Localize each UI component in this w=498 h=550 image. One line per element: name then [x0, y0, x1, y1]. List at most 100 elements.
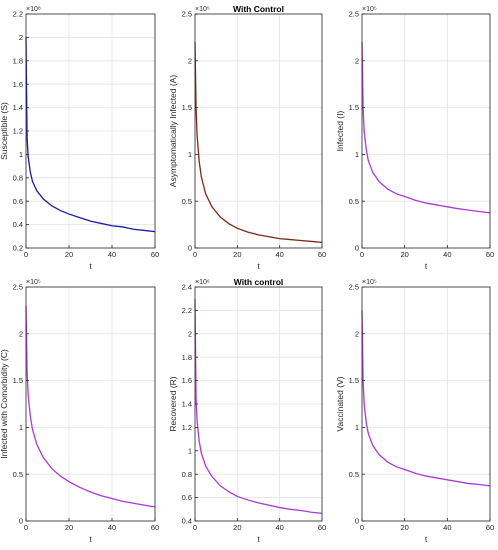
y-tick-label: 1.5: [349, 376, 359, 385]
y-tick-label: 2.5: [182, 10, 192, 19]
y-tick-label: 0.4: [13, 220, 23, 229]
y-tick-label: 2: [19, 33, 23, 42]
x-axis-label: t: [89, 534, 92, 544]
chart-panel-5: 0 20 40 60 0.4 0.6 0.8 1 1.2 1.4 1.6 1.8 2 2.2 2.4 t Rec…: [168, 277, 326, 544]
y-tick-label: 1.2: [13, 127, 23, 136]
plot-area: [195, 14, 322, 248]
x-axis-label: t: [425, 534, 428, 544]
x-tick-label: 20: [400, 523, 408, 532]
y-tick-label: 2.5: [349, 10, 359, 19]
x-tick-label: 0: [24, 250, 28, 259]
y-tick-label: 0.2: [13, 244, 23, 253]
plot-area: [362, 14, 490, 248]
y-tick-label: 1: [355, 150, 359, 159]
chart-title: With control: [234, 277, 284, 287]
x-tick-label: 40: [108, 250, 116, 259]
y-tick-label: 1.5: [349, 103, 359, 112]
y-tick-label: 1.4: [13, 103, 23, 112]
y-tick-label: 1.5: [182, 103, 192, 112]
y-tick-label: 1: [19, 150, 23, 159]
axes-frame: [194, 13, 323, 249]
y-tick-label: 2.2: [182, 306, 192, 315]
series-line: [194, 298, 323, 515]
y-tick-label: 0: [355, 244, 359, 253]
x-tick-label: 20: [400, 250, 408, 259]
series-line: [361, 42, 491, 214]
series-line: [25, 305, 156, 508]
chart-panel-4: 0 20 40 60 0 0.5 1 1.5 2 2.5 t Infected with Comorb…: [0, 279, 159, 544]
axis-multiplier: ×10⁵: [362, 6, 377, 13]
y-axis-label: Infected (I): [335, 111, 345, 152]
plot-area: [362, 287, 490, 521]
y-tick-label: 0.6: [13, 197, 23, 206]
y-tick-label: 1.5: [13, 376, 23, 385]
x-tick-label: 40: [443, 250, 451, 259]
series-line: [361, 310, 491, 487]
y-tick-label: 2.4: [182, 283, 192, 292]
y-tick-label: 1.8: [182, 353, 192, 362]
y-tick-label: 2: [355, 56, 359, 65]
y-tick-label: 1.8: [13, 56, 23, 65]
x-tick-label: 60: [151, 250, 159, 259]
chart-panel-3: 0 20 40 60 0 0.5 1 1.5 2 2.5 t Infected (I) ×10⁵: [335, 6, 494, 271]
y-tick-label: 0.6: [182, 493, 192, 502]
y-tick-label: 1: [19, 423, 23, 432]
x-tick-label: 60: [318, 523, 326, 532]
x-axis-label: t: [425, 261, 428, 271]
x-axis-label: t: [257, 261, 260, 271]
y-tick-label: 0.8: [13, 173, 23, 182]
chart-panel-1: 0 20 40 60 0.2 0.4 0.6 0.8 1 1.2 1.4 1.6 1.8 2 2.2 t Sus…: [0, 6, 159, 271]
x-tick-label: 20: [65, 523, 73, 532]
axes-frame: [361, 286, 491, 522]
x-tick-label: 40: [108, 523, 116, 532]
x-tick-label: 0: [193, 523, 197, 532]
y-tick-label: 0.4: [182, 517, 192, 526]
axis-multiplier: ×10⁶: [195, 279, 210, 286]
x-tick-label: 60: [318, 250, 326, 259]
y-tick-label: 0.5: [13, 470, 23, 479]
y-tick-label: 1: [188, 446, 192, 455]
y-tick-label: 2: [19, 329, 23, 338]
y-axis-label: Susceptible (S): [0, 102, 9, 160]
y-tick-label: 2: [355, 329, 359, 338]
axis-multiplier: ×10⁵: [195, 6, 210, 13]
y-tick-label: 1: [188, 150, 192, 159]
y-tick-label: 0: [188, 244, 192, 253]
x-tick-label: 60: [151, 523, 159, 532]
x-tick-label: 20: [233, 523, 241, 532]
x-tick-label: 0: [193, 250, 197, 259]
axis-multiplier: ×10⁵: [26, 279, 41, 286]
axis-multiplier: ×10⁸: [26, 6, 41, 13]
x-tick-label: 60: [486, 523, 494, 532]
x-tick-label: 0: [360, 250, 364, 259]
y-axis-label: Recovered (R): [168, 376, 178, 431]
y-tick-label: 1.6: [182, 376, 192, 385]
x-tick-label: 0: [360, 523, 364, 532]
y-tick-label: 0.8: [182, 470, 192, 479]
x-axis-label: t: [89, 261, 92, 271]
y-tick-label: 1.6: [13, 80, 23, 89]
y-tick-label: 1: [355, 423, 359, 432]
x-tick-label: 40: [275, 523, 283, 532]
x-tick-label: 20: [65, 250, 73, 259]
y-tick-label: 2: [188, 56, 192, 65]
plot-area: [26, 287, 155, 521]
y-tick-label: 2.2: [13, 10, 23, 19]
y-tick-label: 2.5: [13, 283, 23, 292]
chart-panel-2: 0 20 40 60 0 0.5 1 1.5 2 2.5 t Asymptomatically Inf…: [168, 4, 326, 271]
y-axis-label: Asymptomatically Infected (A): [168, 75, 178, 188]
y-tick-label: 1.4: [182, 400, 192, 409]
series-line: [194, 42, 323, 244]
y-tick-label: 0.5: [349, 470, 359, 479]
y-tick-label: 0: [355, 517, 359, 526]
x-tick-label: 40: [275, 250, 283, 259]
x-tick-label: 0: [24, 523, 28, 532]
y-tick-label: 1.2: [182, 423, 192, 432]
y-axis-label: Infected with Comorbidity (C): [0, 349, 9, 459]
x-tick-label: 20: [233, 250, 241, 259]
x-tick-label: 60: [486, 250, 494, 259]
chart-title: With Control: [233, 4, 284, 14]
x-axis-label: t: [257, 534, 260, 544]
y-axis-label: Vaccinated (V): [335, 376, 345, 431]
